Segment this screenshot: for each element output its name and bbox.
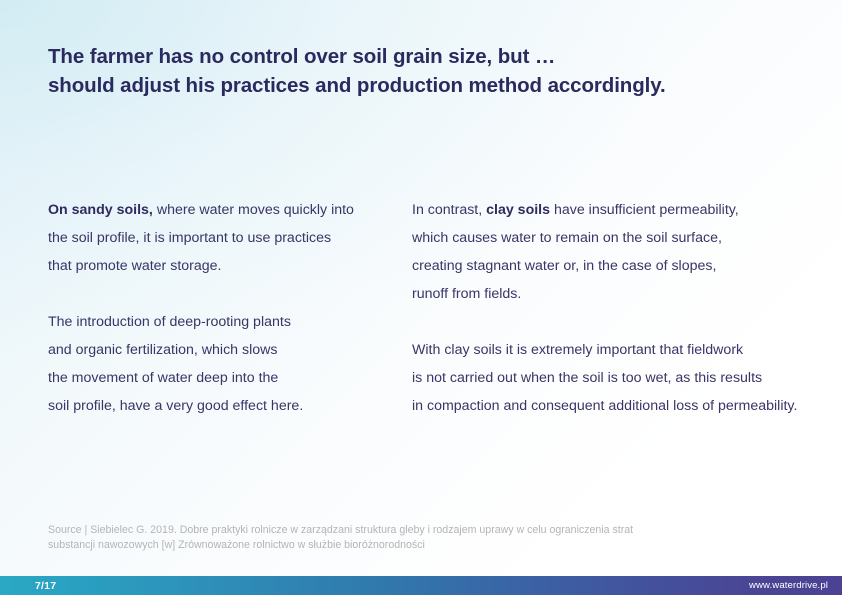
left-p1-line-1: On sandy soils, where water moves quickl… xyxy=(48,196,388,224)
left-p2-line-3: the movement of water deep into the xyxy=(48,370,279,386)
title-line-2: should adjust his practices and producti… xyxy=(48,74,666,97)
right-p2-line-2: is not carried out when the soil is too … xyxy=(412,370,763,386)
left-paragraph-2: The introduction of deep-rooting plants … xyxy=(48,308,388,420)
left-p1-line-3: that promote water storage. xyxy=(48,258,222,274)
right-p2-line-3: in compaction and consequent additional … xyxy=(412,398,798,414)
source-line-2: substancji nawozowych [w] Zrównoważone r… xyxy=(48,539,425,551)
left-p1-lead: On sandy soils, xyxy=(48,202,153,218)
left-p1-line-1-rest: where water moves quickly into xyxy=(152,202,354,218)
right-p1-line-1-pre: In contrast, xyxy=(412,202,487,218)
right-text-column: In contrast, clay soils have insufficien… xyxy=(412,196,812,420)
right-p1-line-1: In contrast, clay soils have insufficien… xyxy=(412,196,812,224)
title-line-1: The farmer has no control over soil grai… xyxy=(48,45,556,68)
left-text-column: On sandy soils, where water moves quickl… xyxy=(48,196,388,420)
right-p1-lead: clay soils xyxy=(486,202,551,218)
right-p1-line-3: creating stagnant water or, in the case … xyxy=(412,258,717,274)
left-paragraph-spacer xyxy=(48,280,388,308)
slide-page-number: 7/17 xyxy=(35,579,57,592)
right-p2-line-1: With clay soils it is extremely importan… xyxy=(412,342,744,358)
right-paragraph-1: In contrast, clay soils have insufficien… xyxy=(412,196,812,308)
left-paragraph-1: On sandy soils, where water moves quickl… xyxy=(48,196,388,280)
source-line-1: Source | Siebielec G. 2019. Dobre prakty… xyxy=(48,524,634,536)
slide-footer-bar: 7/17 www.waterdrive.pl xyxy=(0,576,842,595)
footer-website-url[interactable]: www.waterdrive.pl xyxy=(748,580,828,591)
left-p1-line-2: the soil profile, it is important to use… xyxy=(48,230,332,246)
right-p1-line-4: runoff from fields. xyxy=(412,286,522,302)
left-p2-line-1: The introduction of deep-rooting plants xyxy=(48,314,291,330)
right-p1-line-2: which causes water to remain on the soil… xyxy=(412,230,722,246)
source-citation: Source | Siebielec G. 2019. Dobre prakty… xyxy=(48,523,748,553)
left-p2-line-2: and organic fertilization, which slows xyxy=(48,342,278,358)
left-p2-line-4: soil profile, have a very good effect he… xyxy=(48,398,304,414)
right-paragraph-spacer xyxy=(412,308,812,336)
slide-title: The farmer has no control over soil grai… xyxy=(48,42,788,100)
right-paragraph-2: With clay soils it is extremely importan… xyxy=(412,336,812,420)
right-p1-line-1-post: have insufficient permeability, xyxy=(550,202,739,218)
